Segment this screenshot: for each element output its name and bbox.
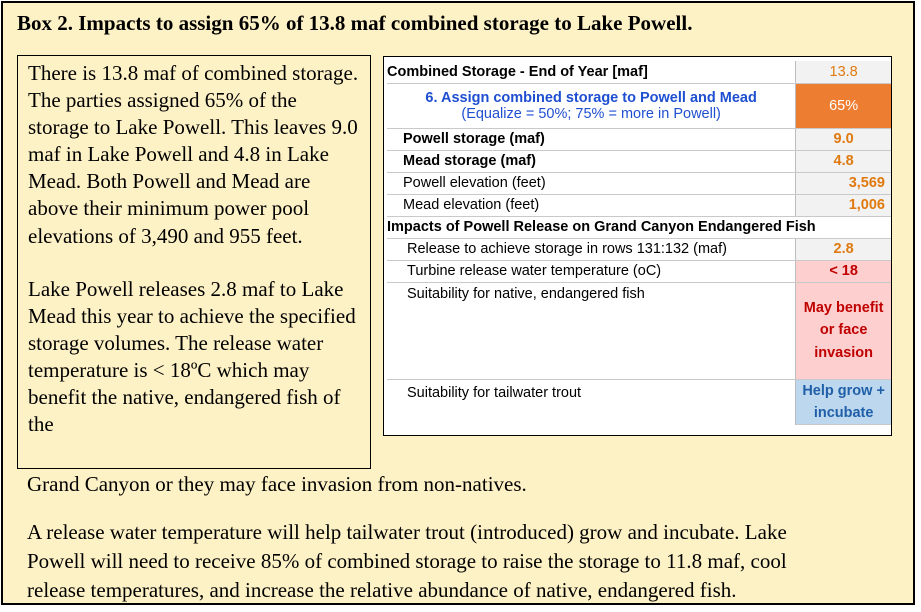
mead-elevation-label: Mead elevation (feet) <box>387 194 797 217</box>
bottom-line-1: A release water temperature will help ta… <box>27 520 787 544</box>
trout-value: Help grow + incubate <box>795 379 891 425</box>
left-text-column: There is 13.8 maf of combined storage. T… <box>17 55 371 469</box>
info-box: Box 2. Impacts to assign 65% of 13.8 maf… <box>1 1 915 605</box>
powell-storage-value: 9.0 <box>795 128 891 151</box>
temperature-label: Turbine release water temperature (oC) <box>387 260 797 283</box>
paragraph-continued: Grand Canyon or they may face invasion f… <box>27 472 527 496</box>
table-row: Mead storage (maf) 4.8 <box>387 150 891 173</box>
powell-storage-label: Powell storage (maf) <box>387 128 797 151</box>
box-title: Box 2. Impacts to assign 65% of 13.8 maf… <box>17 11 693 35</box>
table-row: 6. Assign combined storage to Powell and… <box>387 83 891 129</box>
combined-storage-value: 13.8 <box>795 61 891 84</box>
native-fish-label: Suitability for native, endangered fish <box>387 282 797 380</box>
assign-storage-cell: 6. Assign combined storage to Powell and… <box>387 83 797 129</box>
table-row: Turbine release water temperature (oC) <… <box>387 260 891 283</box>
table-row: Combined Storage - End of Year [maf] 13.… <box>387 61 891 84</box>
bottom-paragraph: A release water temperature will help ta… <box>27 518 907 605</box>
table-row: Release to achieve storage in rows 131:1… <box>387 238 891 261</box>
table-row: Impacts of Powell Release on Grand Canyo… <box>387 216 891 239</box>
table-row: Powell elevation (feet) 3,569 <box>387 172 891 195</box>
section-header: Impacts of Powell Release on Grand Canyo… <box>387 216 891 239</box>
bottom-line-3: release temperatures, and increase the r… <box>27 578 737 602</box>
table-row: Powell storage (maf) 9.0 <box>387 128 891 151</box>
native-fish-value: May benefit or face invasion <box>795 282 891 380</box>
paragraph-release: Lake Powell releases 2.8 maf to Lake Mea… <box>28 276 356 437</box>
mead-storage-label: Mead storage (maf) <box>387 150 797 173</box>
mead-elevation-value: 1,006 <box>795 194 891 217</box>
table-row: Suitability for native, endangered fish … <box>387 282 891 380</box>
powell-elevation-label: Powell elevation (feet) <box>387 172 797 195</box>
powell-elevation-value: 3,569 <box>795 172 891 195</box>
mead-storage-value: 4.8 <box>795 150 891 173</box>
table-row: Mead elevation (feet) 1,006 <box>387 194 891 217</box>
combined-storage-label: Combined Storage - End of Year [maf] <box>387 61 797 84</box>
bottom-line-2: Powell will need to receive 85% of combi… <box>27 549 787 573</box>
release-value: 2.8 <box>795 238 891 261</box>
assign-storage-sublabel: (Equalize = 50%; 75% = more in Powell) <box>461 105 721 122</box>
table-row: Suitability for tailwater trout Help gro… <box>387 379 891 425</box>
trout-label: Suitability for tailwater trout <box>387 379 797 424</box>
spreadsheet-table: Combined Storage - End of Year [maf] 13.… <box>383 56 892 436</box>
release-label: Release to achieve storage in rows 131:1… <box>387 238 797 261</box>
assign-storage-label: 6. Assign combined storage to Powell and… <box>425 89 757 106</box>
temperature-value: < 18 <box>795 260 891 283</box>
paragraph-storage: There is 13.8 maf of combined storage. T… <box>28 61 359 248</box>
assign-storage-value[interactable]: 65% <box>795 83 891 129</box>
